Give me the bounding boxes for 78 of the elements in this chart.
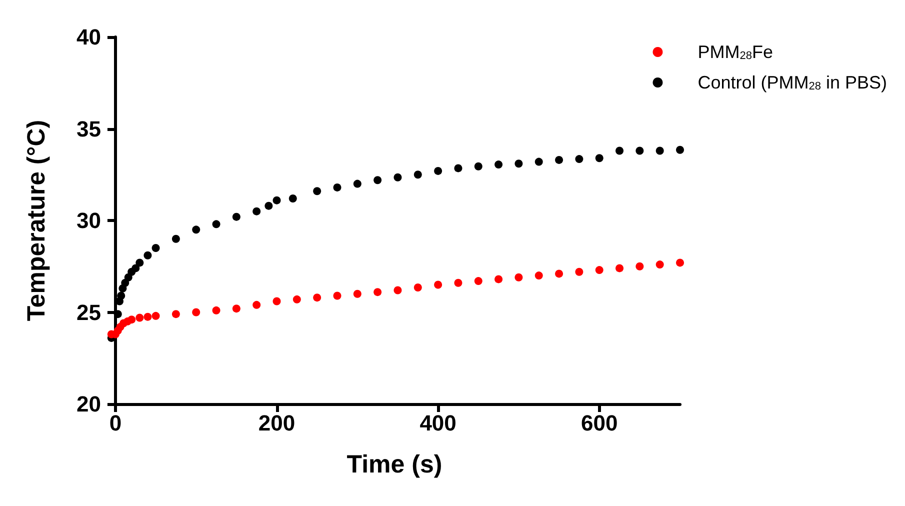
x-axis-title: Time (s) (346, 450, 442, 478)
point (394, 286, 402, 294)
point (434, 280, 442, 289)
point (353, 290, 362, 298)
point (117, 292, 126, 300)
point (494, 160, 503, 169)
point (232, 304, 240, 313)
point (292, 295, 301, 304)
y-tick-label: 30 (76, 208, 101, 233)
point (144, 251, 152, 260)
x-tick-label: 400 (420, 410, 456, 436)
point (172, 310, 180, 318)
point (192, 308, 200, 316)
point (474, 162, 482, 170)
point (374, 176, 382, 184)
point (313, 294, 322, 302)
legend-label: PMM28Fe (698, 42, 773, 62)
point (414, 170, 422, 179)
point (374, 288, 382, 296)
point (136, 314, 144, 322)
point (121, 278, 130, 287)
point (288, 194, 297, 202)
x-tick-label: 0 (109, 410, 122, 436)
point (192, 226, 200, 234)
y-tick-label: 40 (76, 24, 101, 50)
point (474, 277, 482, 286)
point (333, 183, 342, 192)
point (333, 292, 342, 300)
point (124, 273, 132, 282)
x-tick-label: 600 (580, 410, 618, 436)
point (434, 166, 442, 175)
point (514, 160, 523, 168)
point (595, 154, 604, 162)
point (172, 234, 180, 243)
y-tick-label: 25 (76, 300, 101, 325)
point (272, 297, 281, 306)
point (575, 268, 584, 276)
point (656, 146, 664, 155)
point (264, 202, 273, 210)
point (212, 220, 220, 228)
point (272, 196, 281, 204)
point (144, 312, 152, 321)
point (252, 207, 261, 216)
point (575, 155, 584, 164)
point (514, 273, 523, 282)
point (114, 310, 122, 318)
point (636, 146, 644, 155)
point (656, 260, 664, 269)
point (595, 266, 604, 274)
point (636, 262, 644, 270)
point (232, 212, 240, 221)
point (212, 306, 220, 314)
point (676, 258, 684, 267)
point (454, 278, 462, 287)
y-tick-label: 35 (76, 116, 101, 142)
point (252, 300, 261, 309)
point (534, 158, 543, 166)
legend-label: Control (PMM28 in PBS) (698, 72, 888, 92)
point (534, 272, 543, 280)
point (616, 146, 624, 155)
point (128, 316, 136, 324)
y-tick-label: 20 (76, 392, 101, 416)
point (394, 173, 402, 182)
point (353, 180, 362, 188)
point (152, 312, 160, 320)
point (136, 258, 144, 267)
point (454, 164, 462, 172)
point (616, 264, 624, 272)
point (152, 244, 160, 252)
x-tick-label: 200 (258, 410, 296, 436)
point (414, 283, 422, 292)
point (313, 187, 322, 196)
point (132, 264, 140, 272)
point (676, 146, 684, 154)
y-axis-title: Temperature (°C) (22, 120, 50, 322)
point (555, 156, 564, 164)
point (555, 270, 564, 278)
point (494, 275, 503, 284)
